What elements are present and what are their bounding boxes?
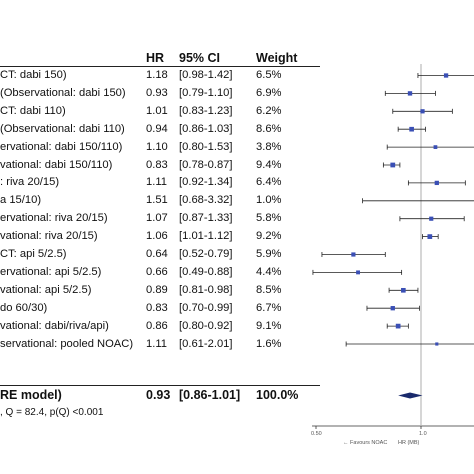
- study-ci: [0.80-0.92]: [179, 319, 233, 332]
- study-label: vational: api 5/2.5): [0, 283, 92, 296]
- study-label: servational: pooled NOAC): [0, 337, 134, 350]
- study-weight: 3.8%: [256, 140, 282, 153]
- hr-marker: [395, 323, 401, 329]
- study-ci: [0.61-2.01]: [179, 337, 233, 350]
- study-weight: 4.4%: [256, 265, 282, 278]
- header-hr: HR: [146, 51, 165, 65]
- study-hr: 1.06: [146, 230, 168, 243]
- study-label: a 15/10): [0, 194, 42, 207]
- summary-rule: [0, 385, 320, 386]
- hr-marker: [390, 162, 396, 168]
- study-weight: 1.6%: [256, 337, 282, 350]
- summary-ci: [0.86-1.01]: [179, 388, 241, 402]
- study-hr: 0.93: [146, 86, 168, 99]
- study-ci: [0.92-1.34]: [179, 176, 233, 189]
- summary-diamond: [398, 392, 423, 399]
- study-weight: 6.5%: [256, 69, 282, 81]
- study-ci: [0.87-1.33]: [179, 212, 233, 225]
- hr-marker: [356, 270, 361, 275]
- study-weight: 5.8%: [256, 212, 282, 225]
- axis-tick-low: 0.50: [311, 431, 322, 437]
- hr-marker: [351, 252, 356, 257]
- study-hr: 1.51: [146, 194, 168, 207]
- hr-marker: [407, 91, 413, 96]
- study-ci: [0.68-3.32]: [179, 194, 233, 207]
- study-label: ervational: api 5/2.5): [0, 265, 102, 278]
- study-weight: 6.9%: [256, 86, 282, 99]
- study-ci: [0.52-0.79]: [179, 248, 233, 260]
- study-hr: 1.11: [146, 176, 167, 189]
- study-hr: 0.64: [146, 248, 168, 260]
- header-weight: Weight: [256, 51, 298, 65]
- study-hr: 1.07: [146, 212, 168, 225]
- study-ci: [0.83-1.23]: [179, 104, 233, 117]
- study-ci: [0.78-0.87]: [179, 158, 233, 171]
- study-weight: 6.7%: [256, 301, 282, 314]
- hr-marker: [401, 287, 406, 293]
- favours-noac-label: ← Favours NOAC: [343, 440, 388, 446]
- study-label: ervational: dabi 150/110): [0, 140, 123, 153]
- study-hr: 1.10: [146, 140, 168, 153]
- header-ci: 95% CI: [179, 51, 220, 65]
- header-rule: [0, 66, 320, 67]
- hr-marker: [390, 306, 395, 311]
- study-label: vational: dabi 150/110): [0, 158, 113, 171]
- study-ci: [0.80-1.53]: [179, 140, 233, 153]
- heterogeneity-text: , Q = 82.4, p(Q) <0.001: [0, 407, 104, 418]
- study-hr: 0.89: [146, 283, 168, 296]
- study-weight: 5.9%: [256, 248, 282, 260]
- study-hr: 0.83: [146, 158, 168, 171]
- study-label: CT: dabi 110): [0, 104, 66, 117]
- hr-marker: [409, 126, 414, 132]
- study-label: vational: riva 20/15): [0, 230, 98, 243]
- hr-marker: [420, 109, 425, 114]
- study-ci: [1.01-1.12]: [179, 230, 233, 243]
- study-label: CT: dabi 150): [0, 69, 67, 81]
- study-hr: 0.94: [146, 122, 168, 135]
- study-weight: 1.0%: [256, 194, 282, 207]
- study-label: (Observational: dabi 150): [0, 86, 126, 99]
- study-ci: [0.70-0.99]: [179, 301, 233, 314]
- study-label: CT: api 5/2.5): [0, 248, 67, 260]
- study-weight: 8.5%: [256, 283, 282, 296]
- study-label: vational: dabi/riva/api): [0, 319, 109, 332]
- summary-hr: 0.93: [146, 388, 171, 402]
- study-weight: 6.2%: [256, 104, 282, 117]
- axis-title: HR (MB): [398, 440, 420, 446]
- study-ci: [0.81-0.98]: [179, 283, 233, 296]
- study-label: do 60/30): [0, 301, 48, 314]
- study-weight: 9.1%: [256, 319, 282, 332]
- summary-label: RE model): [0, 388, 62, 402]
- study-weight: 6.4%: [256, 176, 282, 189]
- study-weight: 8.6%: [256, 122, 282, 135]
- study-hr: 0.66: [146, 265, 168, 278]
- study-ci: [0.86-1.03]: [179, 122, 233, 135]
- study-hr: 0.86: [146, 319, 168, 332]
- hr-marker: [427, 234, 433, 239]
- study-weight: 9.2%: [256, 230, 282, 243]
- study-ci: [0.49-0.88]: [179, 265, 233, 278]
- study-hr: 1.18: [146, 69, 168, 81]
- hr-marker: [443, 73, 449, 78]
- study-label: (Observational: dabi 110): [0, 122, 125, 135]
- hr-marker: [433, 145, 438, 149]
- study-ci: [0.79-1.10]: [179, 86, 233, 99]
- study-hr: 1.11: [146, 337, 167, 350]
- axis-tick-mid: 1.0: [419, 431, 427, 437]
- study-weight: 9.4%: [256, 158, 282, 171]
- study-label: ervational: riva 20/15): [0, 212, 108, 225]
- hr-marker: [434, 180, 439, 186]
- study-ci: [0.98-1.42]: [179, 69, 233, 81]
- study-label: : riva 20/15): [0, 176, 60, 189]
- hr-marker: [435, 342, 439, 346]
- study-hr: 1.01: [146, 104, 168, 117]
- hr-marker: [429, 216, 434, 221]
- summary-weight: 100.0%: [256, 388, 299, 402]
- study-hr: 0.83: [146, 301, 168, 314]
